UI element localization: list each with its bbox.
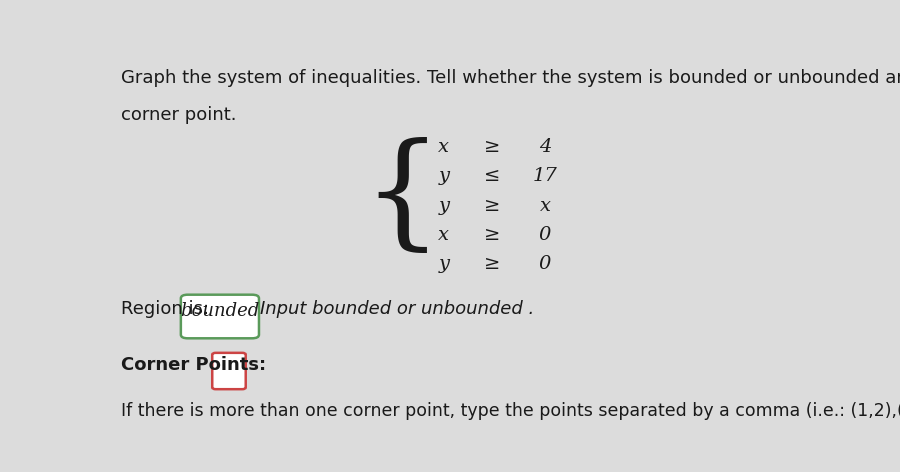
- Text: If there is more than one corner point, type the points separated by a comma (i.: If there is more than one corner point, …: [121, 402, 900, 420]
- Text: ≥: ≥: [484, 138, 500, 156]
- Text: Region is:: Region is:: [121, 300, 215, 318]
- Text: 0: 0: [539, 255, 551, 273]
- Text: Corner Points:: Corner Points:: [121, 356, 272, 374]
- Text: corner point.: corner point.: [121, 106, 237, 124]
- FancyBboxPatch shape: [181, 295, 259, 338]
- Text: y: y: [438, 255, 449, 273]
- Text: 4: 4: [539, 138, 551, 156]
- Text: ≥: ≥: [484, 226, 500, 244]
- Text: ≥: ≥: [484, 196, 500, 215]
- Text: 0: 0: [539, 226, 551, 244]
- Text: x: x: [438, 226, 449, 244]
- Text: y: y: [438, 196, 449, 215]
- Text: x: x: [539, 196, 551, 215]
- Text: 17: 17: [533, 168, 557, 185]
- FancyBboxPatch shape: [212, 353, 246, 389]
- Text: Input bounded or unbounded .: Input bounded or unbounded .: [260, 300, 535, 318]
- Text: ≤: ≤: [484, 168, 500, 185]
- Text: x: x: [438, 138, 449, 156]
- Text: y: y: [438, 168, 449, 185]
- Text: {: {: [362, 138, 442, 259]
- Text: bounded: bounded: [180, 302, 259, 320]
- Text: ≥: ≥: [484, 255, 500, 273]
- Text: Graph the system of inequalities. Tell whether the system is bounded or unbounde: Graph the system of inequalities. Tell w…: [121, 69, 900, 87]
